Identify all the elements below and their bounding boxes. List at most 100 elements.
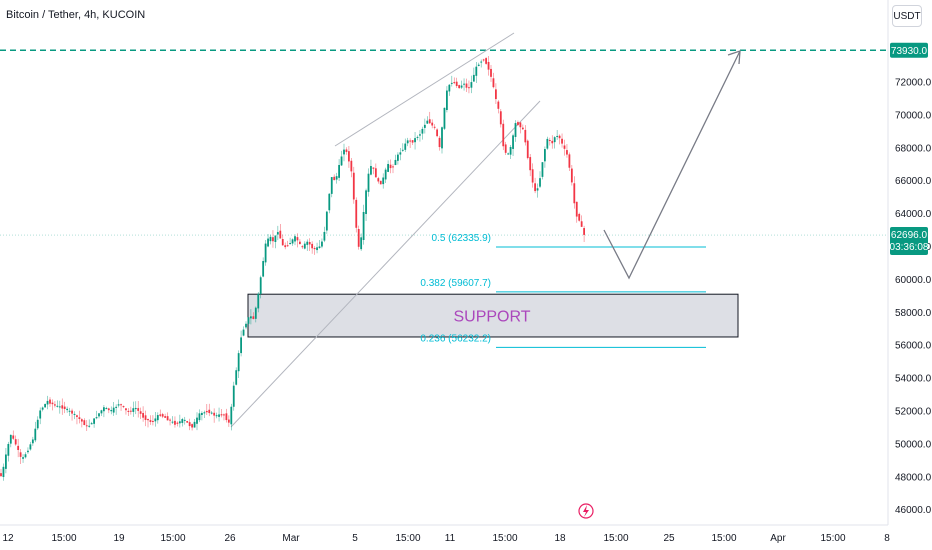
candle-body	[154, 418, 157, 422]
fib-levels[interactable]: 0.5 (62335.9) 0.382 (59607.7) 0.236 (56232…	[420, 233, 706, 348]
candle-body	[88, 425, 91, 427]
candle-body	[401, 149, 404, 151]
candle-body	[120, 404, 122, 406]
candle-body	[267, 238, 269, 247]
candle-body	[19, 452, 22, 457]
support-zone[interactable]	[247, 293, 739, 338]
candle-body	[152, 420, 154, 422]
candle-body	[431, 122, 434, 126]
candle-body	[98, 413, 100, 417]
candle-body	[416, 136, 419, 138]
candle-body	[409, 140, 412, 142]
candle-body	[539, 178, 541, 187]
candle-body	[34, 428, 37, 441]
candle-body	[568, 154, 571, 168]
candle-body	[164, 416, 167, 418]
candle-body	[490, 68, 492, 77]
candle-body	[350, 160, 353, 172]
candle-body	[406, 140, 409, 144]
candle-body	[176, 422, 179, 424]
projection-arrowhead-icon	[727, 50, 741, 65]
x-tick-label: 15:00	[603, 533, 628, 544]
lower-trendline[interactable]	[230, 100, 541, 428]
candle-body	[186, 421, 189, 423]
candle-body	[330, 177, 333, 194]
candle-body	[5, 454, 7, 469]
y-tick-label: 70000.0	[895, 110, 932, 121]
candle-body	[411, 140, 414, 143]
y-tick-label: 72000.0	[895, 78, 932, 89]
candle-body	[149, 420, 152, 422]
candle-body	[245, 323, 247, 328]
candle-body	[502, 123, 505, 147]
bar-countdown: 03:36:08	[890, 242, 929, 253]
candle-body	[531, 169, 534, 183]
y-tick-label: 48000.0	[895, 472, 932, 483]
candle-body	[497, 101, 500, 109]
currency-button[interactable]: USDT	[892, 5, 922, 27]
upper-trendline[interactable]	[334, 32, 515, 147]
chart-title: Bitcoin / Tether, 4h, KUCOIN	[6, 9, 146, 21]
candle-body	[367, 173, 370, 192]
x-tick-label: 25	[663, 533, 675, 544]
y-axis[interactable]: 46000.0 48000.0 50000.0 52000.0 54000.0 56000…	[895, 78, 932, 517]
candle-body	[250, 316, 252, 319]
candle-body	[188, 422, 191, 427]
candle-body	[279, 230, 282, 239]
candle-body	[404, 143, 407, 150]
candle-body	[446, 90, 448, 111]
candle-body	[389, 164, 392, 169]
candle-body	[208, 409, 211, 414]
candle-body	[328, 193, 331, 211]
candle-body	[573, 183, 576, 204]
candle-body	[61, 405, 64, 409]
candle-body	[299, 241, 301, 245]
candle-body	[137, 408, 140, 411]
candle-body	[93, 418, 95, 424]
x-tick-label: 5	[352, 533, 358, 544]
candle-body	[318, 246, 321, 249]
projection-path[interactable]	[603, 50, 741, 280]
lightning-icon[interactable]	[578, 503, 594, 519]
y-tick-label: 58000.0	[895, 308, 932, 319]
candle-body	[264, 243, 267, 263]
y-tick-label: 68000.0	[895, 143, 932, 154]
candle-body	[472, 74, 475, 82]
candle-body	[71, 410, 73, 414]
candle-body	[303, 243, 306, 249]
x-tick-label: 19	[113, 533, 125, 544]
candle-body	[9, 434, 12, 444]
x-tick-label: Apr	[770, 533, 786, 544]
x-tick-label: 11	[445, 533, 456, 544]
candle-body	[387, 163, 389, 172]
candle-body	[325, 211, 328, 231]
candle-body	[242, 329, 245, 336]
y-tick-label: 56000.0	[895, 341, 932, 352]
candle-body	[495, 89, 497, 100]
x-tick-label: 15:00	[395, 533, 420, 544]
candle-body	[117, 404, 120, 406]
candle-body	[76, 415, 78, 417]
candle-body	[544, 149, 546, 162]
candle-body	[541, 162, 544, 177]
candle-body	[365, 190, 367, 215]
candle-body	[397, 154, 399, 161]
candle-body	[414, 138, 416, 143]
candle-body	[178, 421, 181, 424]
candle-body	[563, 145, 566, 149]
candle-body	[519, 122, 522, 128]
x-tick-label: 8	[884, 533, 890, 544]
candle-body	[171, 421, 174, 423]
candle-body	[205, 410, 208, 413]
candle-body	[17, 445, 20, 450]
candle-body	[103, 407, 105, 412]
candle-body	[63, 406, 66, 409]
candle-body	[470, 82, 473, 88]
candle-body	[115, 406, 118, 408]
x-axis[interactable]: 12 15:00 19 15:00 26 Mar 5 15:00 11 15:00 18 15:00 2…	[2, 533, 890, 544]
candle-body	[362, 212, 365, 240]
x-tick-label: 15:00	[820, 533, 845, 544]
candle-body	[460, 85, 463, 88]
candle-body	[215, 415, 218, 417]
